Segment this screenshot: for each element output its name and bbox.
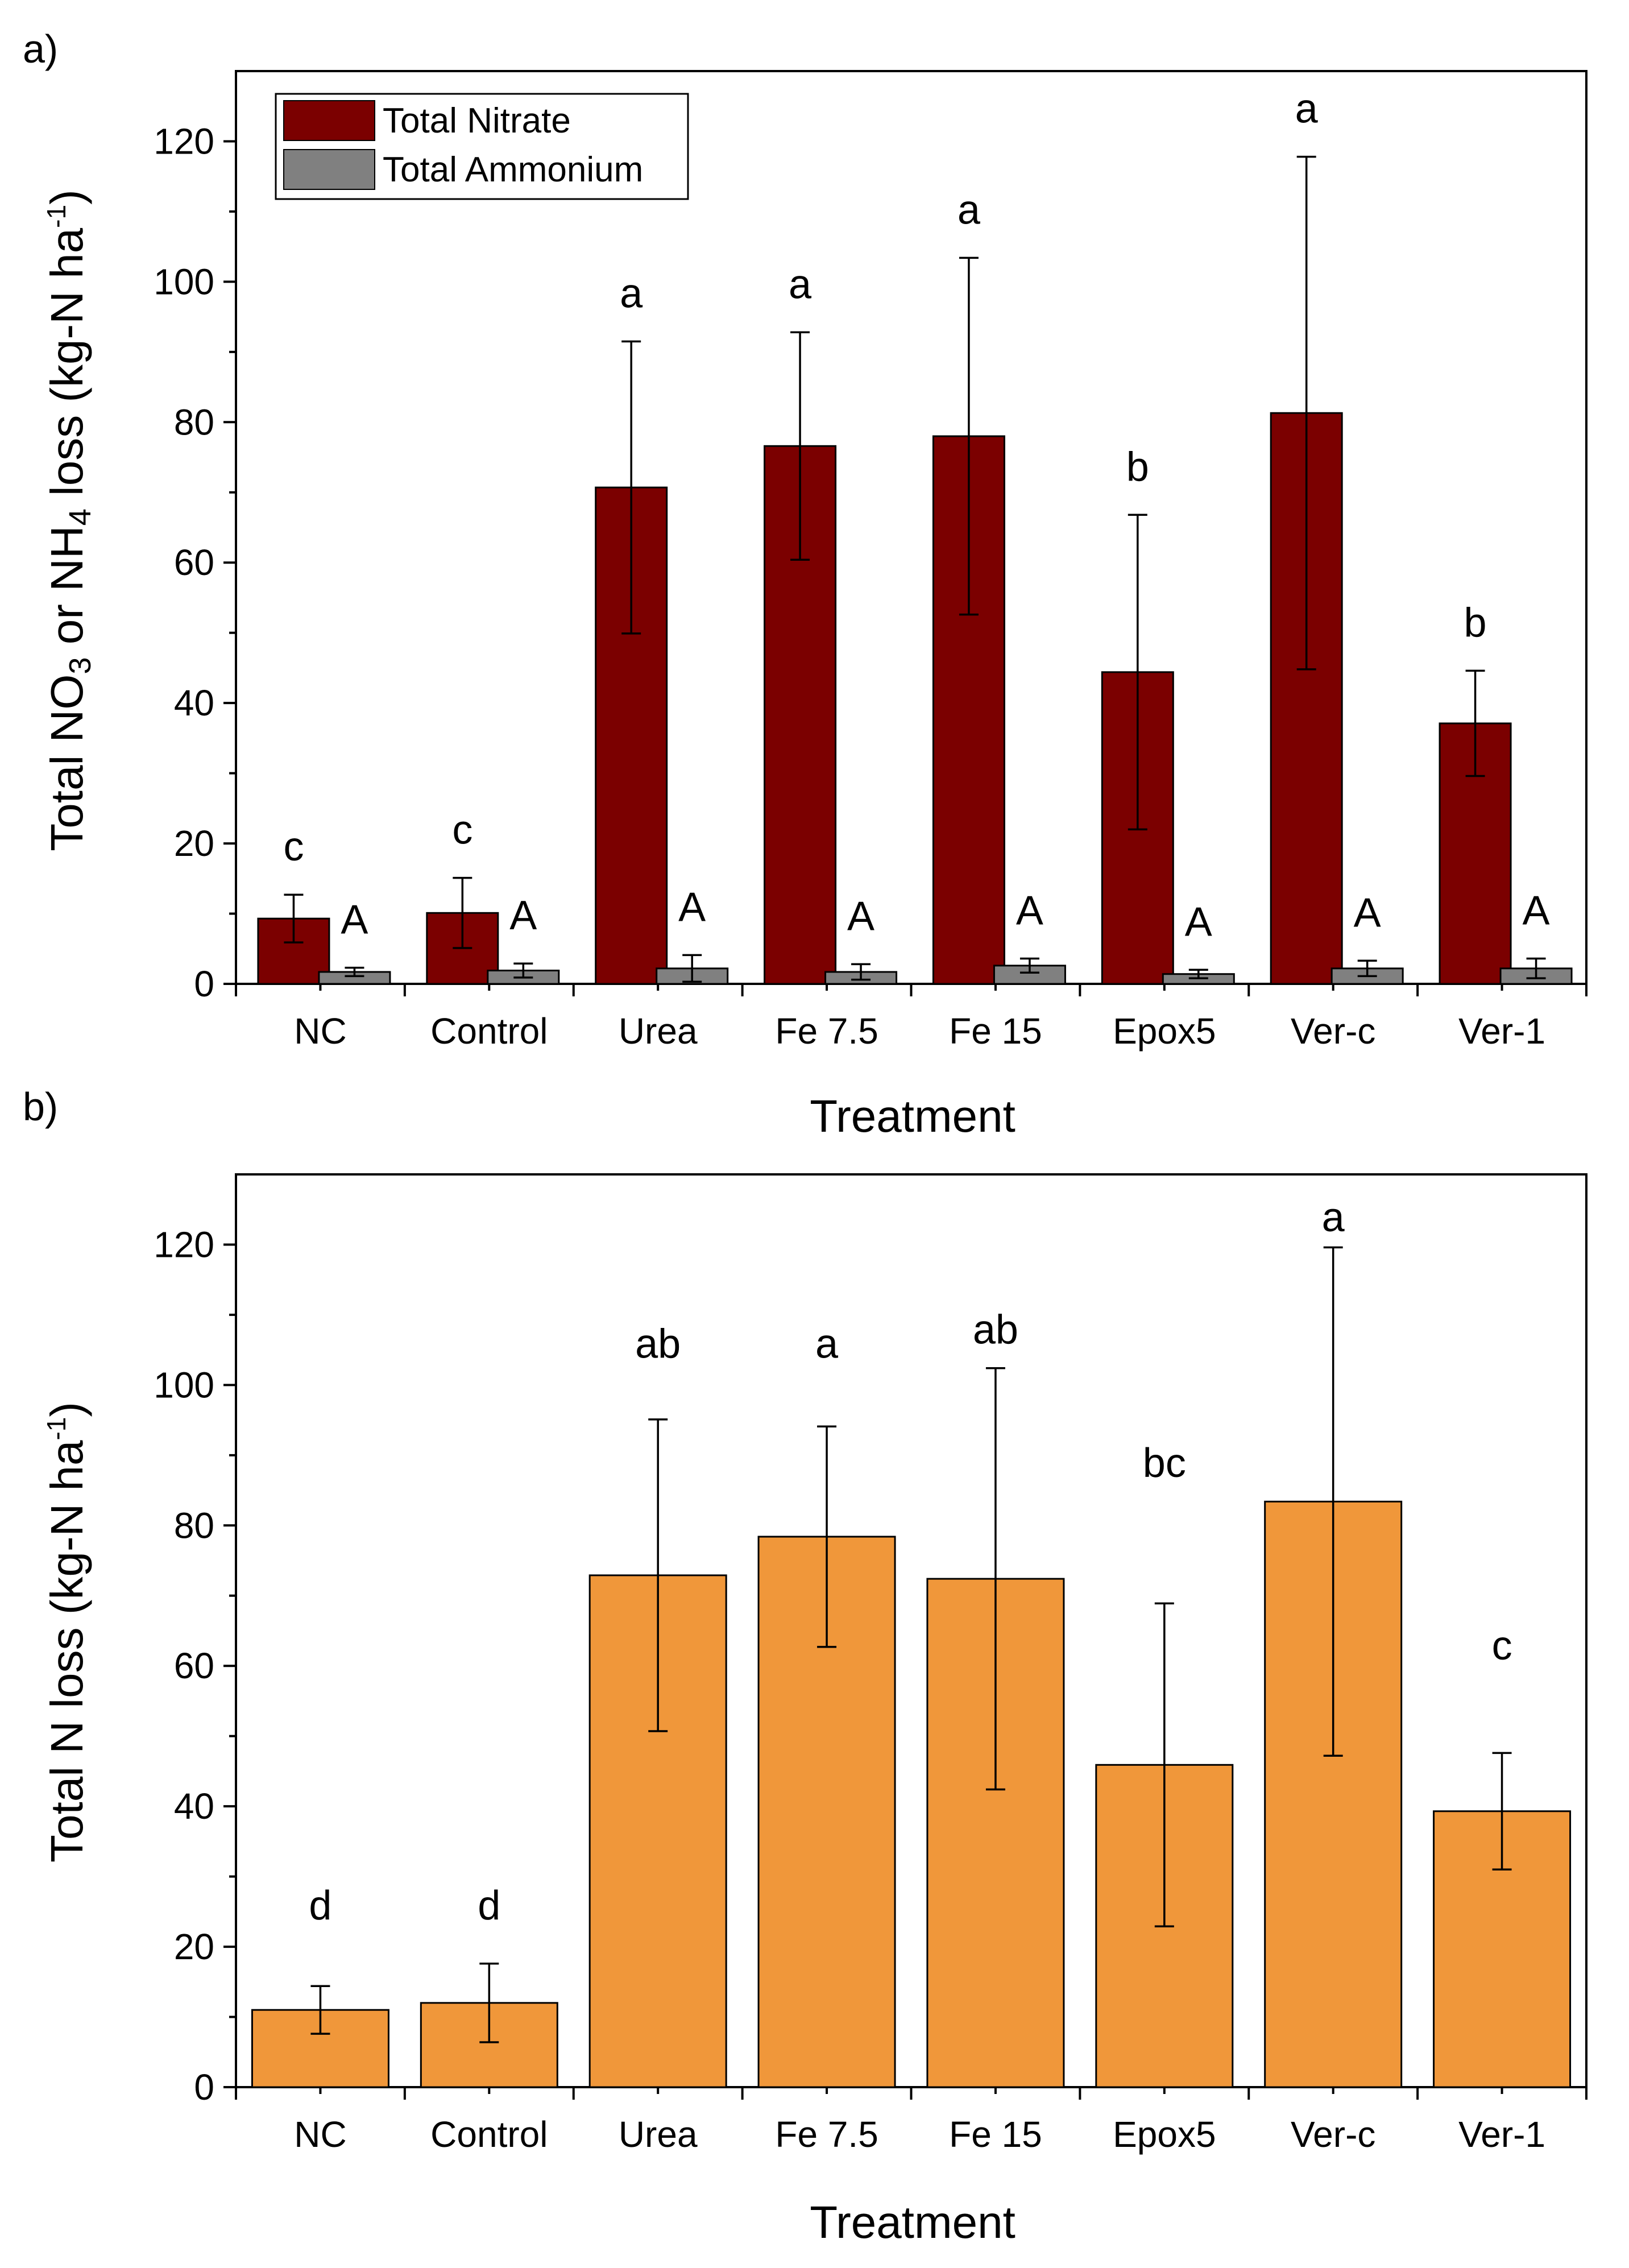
x-tick-label: Fe 7.5 [775,2114,878,2155]
significance-label: A [1016,888,1043,934]
y-tick-label: 0 [194,2067,214,2108]
significance-label: A [1354,890,1381,936]
significance-label: a [815,1321,839,1367]
y-tick-label: 80 [174,1505,214,1546]
y-tick-label: 80 [174,402,214,442]
significance-label: A [1523,888,1550,934]
panel-label: b) [23,1085,58,1129]
significance-label: c [452,808,472,853]
y-axis-title: Total NO3 or NH4 loss (kg-N ha-1) [42,189,97,851]
significance-label: d [309,1883,331,1928]
y-axis-title-part: -1 [42,1417,71,1441]
y-tick-label: 40 [174,682,214,723]
significance-label: ab [635,1321,681,1367]
y-tick-label: 60 [174,542,214,583]
y-tick-label: 40 [174,1786,214,1827]
y-tick-label: 100 [154,261,214,302]
panel-label: a) [23,27,58,71]
y-tick-label: 20 [174,823,214,864]
x-tick-label: Urea [619,2114,698,2155]
y-tick-label: 120 [154,1224,214,1265]
x-tick-label: NC [294,1011,346,1052]
x-tick-label: Ver-c [1291,1011,1375,1052]
y-tick-label: 0 [194,963,214,1004]
significance-label: A [847,893,874,939]
x-tick-label: Fe 15 [949,1011,1042,1052]
x-axis-title: Treatment [810,1091,1015,1141]
significance-label: d [478,1883,500,1928]
y-tick-label: 60 [174,1645,214,1686]
x-tick-label: Epox5 [1113,2114,1216,2155]
significance-label: b [1464,600,1487,645]
x-tick-label: Fe 7.5 [775,1011,878,1052]
x-tick-label: Fe 15 [949,2114,1042,2155]
significance-label: a [1322,1195,1345,1240]
x-tick-label: NC [294,2114,346,2155]
significance-label: c [283,824,304,870]
significance-label: A [509,893,537,938]
significance-label: a [1295,86,1319,132]
y-axis-title-part: -1 [42,205,71,228]
x-tick-label: Control [430,2114,548,2155]
y-axis-title: Total N loss (kg-N ha-1) [42,1402,92,1863]
significance-label: A [1185,899,1212,945]
significance-label: A [678,884,706,930]
legend-label: Total Nitrate [383,101,571,140]
y-axis-title-part: ) [42,189,92,205]
x-tick-label: Ver-1 [1458,2114,1545,2155]
significance-label: A [341,897,368,943]
x-tick-label: Ver-c [1291,2114,1375,2155]
y-axis-title-part: Total NO [42,674,92,851]
significance-label: a [957,187,981,233]
significance-label: b [1126,444,1149,490]
legend-label: Total Ammonium [383,150,643,189]
y-axis-title-part: Total N loss (kg-N ha [42,1440,92,1863]
significance-label: ab [973,1307,1018,1353]
significance-label: a [789,262,812,307]
x-tick-label: Urea [619,1011,698,1052]
x-tick-label: Ver-1 [1458,1011,1545,1052]
legend-swatch [283,100,375,141]
x-axis-title: Treatment [810,2197,1015,2248]
y-axis-title-part: 4 [63,508,97,525]
legend-swatch [283,149,375,190]
significance-label: bc [1143,1441,1186,1486]
y-tick-label: 100 [154,1364,214,1405]
panel-a: a) 0 20 40 60 80 100 120 NC Control Urea Fe 7.5 Fe 1… [23,27,1587,1141]
bar [1270,412,1343,985]
y-axis-title-part: or NH [42,525,92,657]
x-tick-label: Control [430,1011,548,1052]
y-axis-title-part: ) [42,1402,92,1417]
significance-label: c [1492,1623,1512,1669]
y-tick-label: 120 [154,121,214,162]
x-tick-label: Epox5 [1113,1011,1216,1052]
panel-b: b) 0 20 40 60 80 100 120 NC Control Urea Fe 7.5 Fe 1… [23,1085,1587,2248]
y-axis-title-part: 3 [63,657,97,674]
y-tick-label: 20 [174,1926,214,1967]
significance-label: a [620,271,643,316]
y-axis-title-part: loss (kg-N ha [42,227,92,508]
